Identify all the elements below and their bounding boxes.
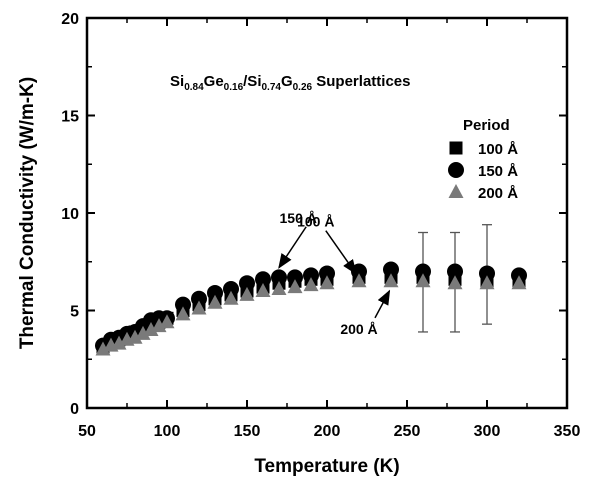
annotation-label: 100 Å [297, 214, 334, 230]
legend-label: 200 Å [478, 185, 518, 202]
data-point-triangle [351, 273, 367, 288]
y-tick-label: 15 [61, 109, 79, 126]
data-point-triangle [151, 318, 167, 333]
data-point-triangle [175, 306, 191, 321]
data-point-triangle [479, 275, 495, 290]
data-point-triangle [127, 329, 143, 344]
data-point-circle [415, 263, 431, 280]
legend-marker-circle [448, 162, 464, 178]
y-tick-label: 20 [61, 11, 79, 28]
annotation-label: 200 Å [340, 321, 377, 337]
data-point-triangle [303, 277, 319, 292]
y-tick-label: 10 [61, 206, 79, 223]
data-point-triangle [415, 273, 431, 288]
title-subscript: 0.26 [293, 82, 313, 93]
data-point-circle [191, 290, 207, 307]
y-axis-ticks: 0 5 10 15 20 [61, 11, 567, 418]
x-tick-label: 50 [78, 423, 96, 440]
data-point-circle [479, 265, 495, 282]
x-tick-label: 350 [554, 423, 581, 440]
y-axis-label: Thermal Conductivity (W/m-K) [17, 77, 38, 349]
title-part: G [281, 73, 293, 90]
data-point-triangle [143, 322, 159, 336]
data-point-triangle [287, 279, 303, 294]
title-subscript: 0.74 [261, 82, 281, 93]
data-point-circle [383, 261, 399, 278]
title-subscript: 0.84 [184, 82, 204, 93]
data-point-triangle [511, 275, 527, 290]
x-axis-ticks: 50 100 150 200 250 300 350 [78, 18, 580, 440]
data-point-triangle [319, 275, 335, 290]
data-point-circle [207, 284, 223, 301]
chart-title: Si0.84Ge0.16/Si0.74G0.26 Superlattices [170, 73, 410, 93]
y-tick-label: 0 [70, 401, 79, 418]
data-point-circle [447, 263, 463, 280]
data-point-circle [303, 267, 319, 284]
x-tick-label: 200 [314, 423, 341, 440]
annotation-arrow [278, 226, 307, 269]
data-point-triangle [447, 275, 463, 290]
data-point-triangle [111, 335, 127, 350]
data-point-triangle [191, 300, 207, 315]
data-point-circle [239, 275, 255, 292]
data-point-triangle [95, 341, 111, 356]
data-point-circle [223, 281, 239, 298]
legend-label: 150 Å [478, 163, 518, 180]
legend-marker-square [449, 141, 463, 155]
annotation-arrow [374, 289, 391, 319]
legend-marker-triangle [448, 184, 464, 198]
data-point-triangle [207, 294, 223, 309]
data-point-circle [319, 265, 335, 282]
data-point-triangle [255, 283, 271, 297]
legend: Period 100 Å 150 Å 200 Å [448, 117, 518, 202]
data-point-triangle [271, 281, 287, 296]
data-point-triangle [135, 325, 151, 340]
annotation-arrow [325, 230, 357, 275]
data-point-circle [255, 271, 271, 288]
data-point-triangle [383, 273, 399, 288]
title-part: Ge [204, 73, 224, 90]
data-point-triangle [223, 290, 239, 305]
title-part: Superlattices [312, 73, 410, 90]
x-tick-label: 150 [234, 423, 261, 440]
data-point-circle [175, 296, 191, 313]
title-subscript: 0.16 [224, 82, 244, 93]
y-tick-label: 5 [70, 304, 79, 321]
legend-label: 100 Å [478, 141, 518, 158]
x-tick-label: 250 [394, 423, 421, 440]
data-points [95, 261, 527, 356]
x-tick-label: 300 [474, 423, 501, 440]
x-axis-label: Temperature (K) [254, 456, 399, 477]
data-point-triangle [239, 286, 255, 301]
data-point-triangle [159, 314, 175, 329]
x-tick-label: 100 [154, 423, 181, 440]
data-point-circle [287, 269, 303, 286]
title-part: Si [170, 73, 184, 90]
legend-title: Period [463, 117, 510, 134]
data-point-circle [271, 269, 287, 286]
title-part: /Si [243, 73, 261, 90]
annotation-label: 150 Å [280, 210, 317, 226]
